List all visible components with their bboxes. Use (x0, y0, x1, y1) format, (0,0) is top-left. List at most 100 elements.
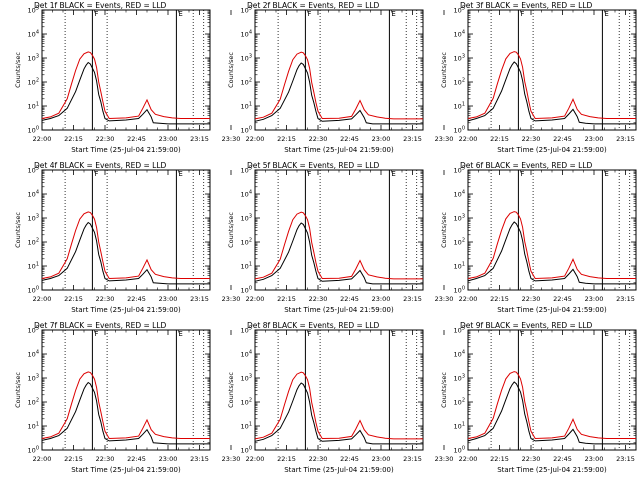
x-axis-label: Start Time (25-Jul-04 21:59:00) (71, 146, 181, 154)
y-tick-label: 102 (28, 238, 39, 247)
y-tick-label: 102 (454, 238, 465, 247)
events-series-line (467, 61, 636, 125)
plot-frame (41, 329, 211, 451)
chart-title: Det 6f BLACK = Events, RED = LLD (460, 161, 593, 170)
y-axis-label: Counts/sec (440, 372, 448, 408)
y-tick-label: 102 (454, 398, 465, 407)
plot-frame (254, 9, 424, 131)
y-tick-label: 103 (454, 374, 465, 383)
lld-series-line (254, 211, 423, 280)
y-tick-label: 102 (28, 78, 39, 87)
lld-series-line (467, 371, 636, 440)
chart-panel-4: Det 4f BLACK = Events, RED = LLD Counts/s… (14, 161, 240, 314)
x-tick-label: 22:15 (490, 455, 509, 463)
chart-title: Det 9f BLACK = Events, RED = LLD (460, 321, 593, 330)
lld-series-line (41, 51, 210, 120)
x-tick-label: 22:30 (309, 455, 328, 463)
y-axis-label: Counts/sec (440, 52, 448, 88)
x-tick-label: 22:30 (96, 455, 115, 463)
x-tick-label: 23:00 (159, 295, 178, 303)
x-tick-label: 23:30 (435, 455, 454, 463)
y-tick-label: 105 (454, 166, 465, 175)
y-tick-label: 103 (28, 214, 39, 223)
events-series-line (41, 381, 210, 445)
marker-label: E (604, 330, 608, 338)
lld-series-line (254, 371, 423, 440)
y-axis-label: Counts/sec (227, 52, 235, 88)
y-tick-label: 104 (241, 350, 252, 359)
x-tick-label: 23:00 (159, 455, 178, 463)
y-tick-label: 104 (241, 30, 252, 39)
x-tick-label: 23:15 (403, 135, 422, 143)
chart-panel-8: Det 8f BLACK = Events, RED = LLD Counts/s… (227, 321, 453, 474)
chart-title: Det 8f BLACK = Events, RED = LLD (247, 321, 380, 330)
y-tick-label: 105 (241, 326, 252, 335)
x-tick-label: 23:00 (585, 455, 604, 463)
y-tick-label: 103 (454, 54, 465, 63)
x-tick-label: 23:00 (585, 135, 604, 143)
x-tick-label: 22:30 (522, 295, 541, 303)
chart-title: Det 1f BLACK = Events, RED = LLD (34, 1, 167, 10)
y-tick-label: 100 (28, 286, 39, 295)
x-tick-label: 23:15 (190, 135, 209, 143)
x-tick-label: 22:00 (246, 295, 265, 303)
chart-panel-9: Det 9f BLACK = Events, RED = LLD Counts/s… (440, 321, 637, 474)
chart-panel-3: Det 3f BLACK = Events, RED = LLD Counts/s… (440, 1, 637, 154)
y-axis-label: Counts/sec (227, 372, 235, 408)
y-tick-label: 100 (241, 286, 252, 295)
y-tick-label: 105 (454, 326, 465, 335)
y-tick-label: 102 (454, 78, 465, 87)
y-tick-label: 102 (28, 398, 39, 407)
x-axis-label: Start Time (25-Jul-04 21:59:00) (284, 466, 394, 474)
x-tick-label: 23:15 (616, 295, 635, 303)
y-tick-label: 105 (28, 166, 39, 175)
events-series-line (254, 382, 423, 445)
x-tick-label: 22:45 (127, 295, 146, 303)
x-tick-label: 22:45 (553, 135, 572, 143)
x-tick-label: 23:00 (159, 135, 178, 143)
lld-series-line (41, 211, 210, 280)
y-tick-label: 103 (241, 374, 252, 383)
x-tick-label: 22:00 (246, 135, 265, 143)
plot-frame (41, 169, 211, 291)
y-tick-label: 104 (454, 350, 465, 359)
x-tick-label: 22:15 (64, 295, 83, 303)
y-axis-label: Counts/sec (14, 372, 22, 408)
y-tick-label: 102 (241, 238, 252, 247)
marker-label: E (178, 330, 182, 338)
x-tick-label: 22:00 (33, 135, 52, 143)
x-tick-label: 22:30 (96, 135, 115, 143)
chart-title: Det 3f BLACK = Events, RED = LLD (460, 1, 593, 10)
chart-panel-2: Det 2f BLACK = Events, RED = LLD Counts/s… (227, 1, 453, 154)
x-axis-label: Start Time (25-Jul-04 21:59:00) (497, 466, 607, 474)
chart-panel-7: Det 7f BLACK = Events, RED = LLD Counts/s… (14, 321, 240, 474)
marker-label: E (178, 170, 182, 178)
y-tick-label: 103 (241, 54, 252, 63)
y-tick-label: 103 (28, 54, 39, 63)
x-tick-label: 22:45 (340, 455, 359, 463)
x-tick-label: 22:45 (553, 295, 572, 303)
x-tick-label: 22:45 (127, 455, 146, 463)
x-tick-label: 22:15 (64, 135, 83, 143)
y-tick-label: 101 (28, 262, 39, 271)
events-series-line (41, 61, 210, 125)
x-axis-label: Start Time (25-Jul-04 21:59:00) (497, 146, 607, 154)
events-series-line (254, 222, 423, 285)
x-tick-label: 22:00 (33, 295, 52, 303)
y-axis-label: Counts/sec (440, 212, 448, 248)
y-tick-label: 101 (241, 422, 252, 431)
y-tick-label: 100 (454, 126, 465, 135)
y-tick-label: 105 (454, 6, 465, 15)
x-tick-label: 23:15 (190, 455, 209, 463)
y-tick-label: 100 (454, 286, 465, 295)
chart-panel-5: Det 5f BLACK = Events, RED = LLD Counts/s… (227, 161, 453, 314)
x-tick-label: 22:00 (33, 455, 52, 463)
x-tick-label: 23:15 (403, 455, 422, 463)
y-tick-label: 103 (454, 214, 465, 223)
lld-series-line (254, 51, 423, 120)
marker-label: F (520, 170, 524, 178)
marker-label: F (307, 170, 311, 178)
x-tick-label: 22:45 (340, 135, 359, 143)
x-tick-label: 23:00 (585, 295, 604, 303)
y-tick-label: 104 (28, 30, 39, 39)
